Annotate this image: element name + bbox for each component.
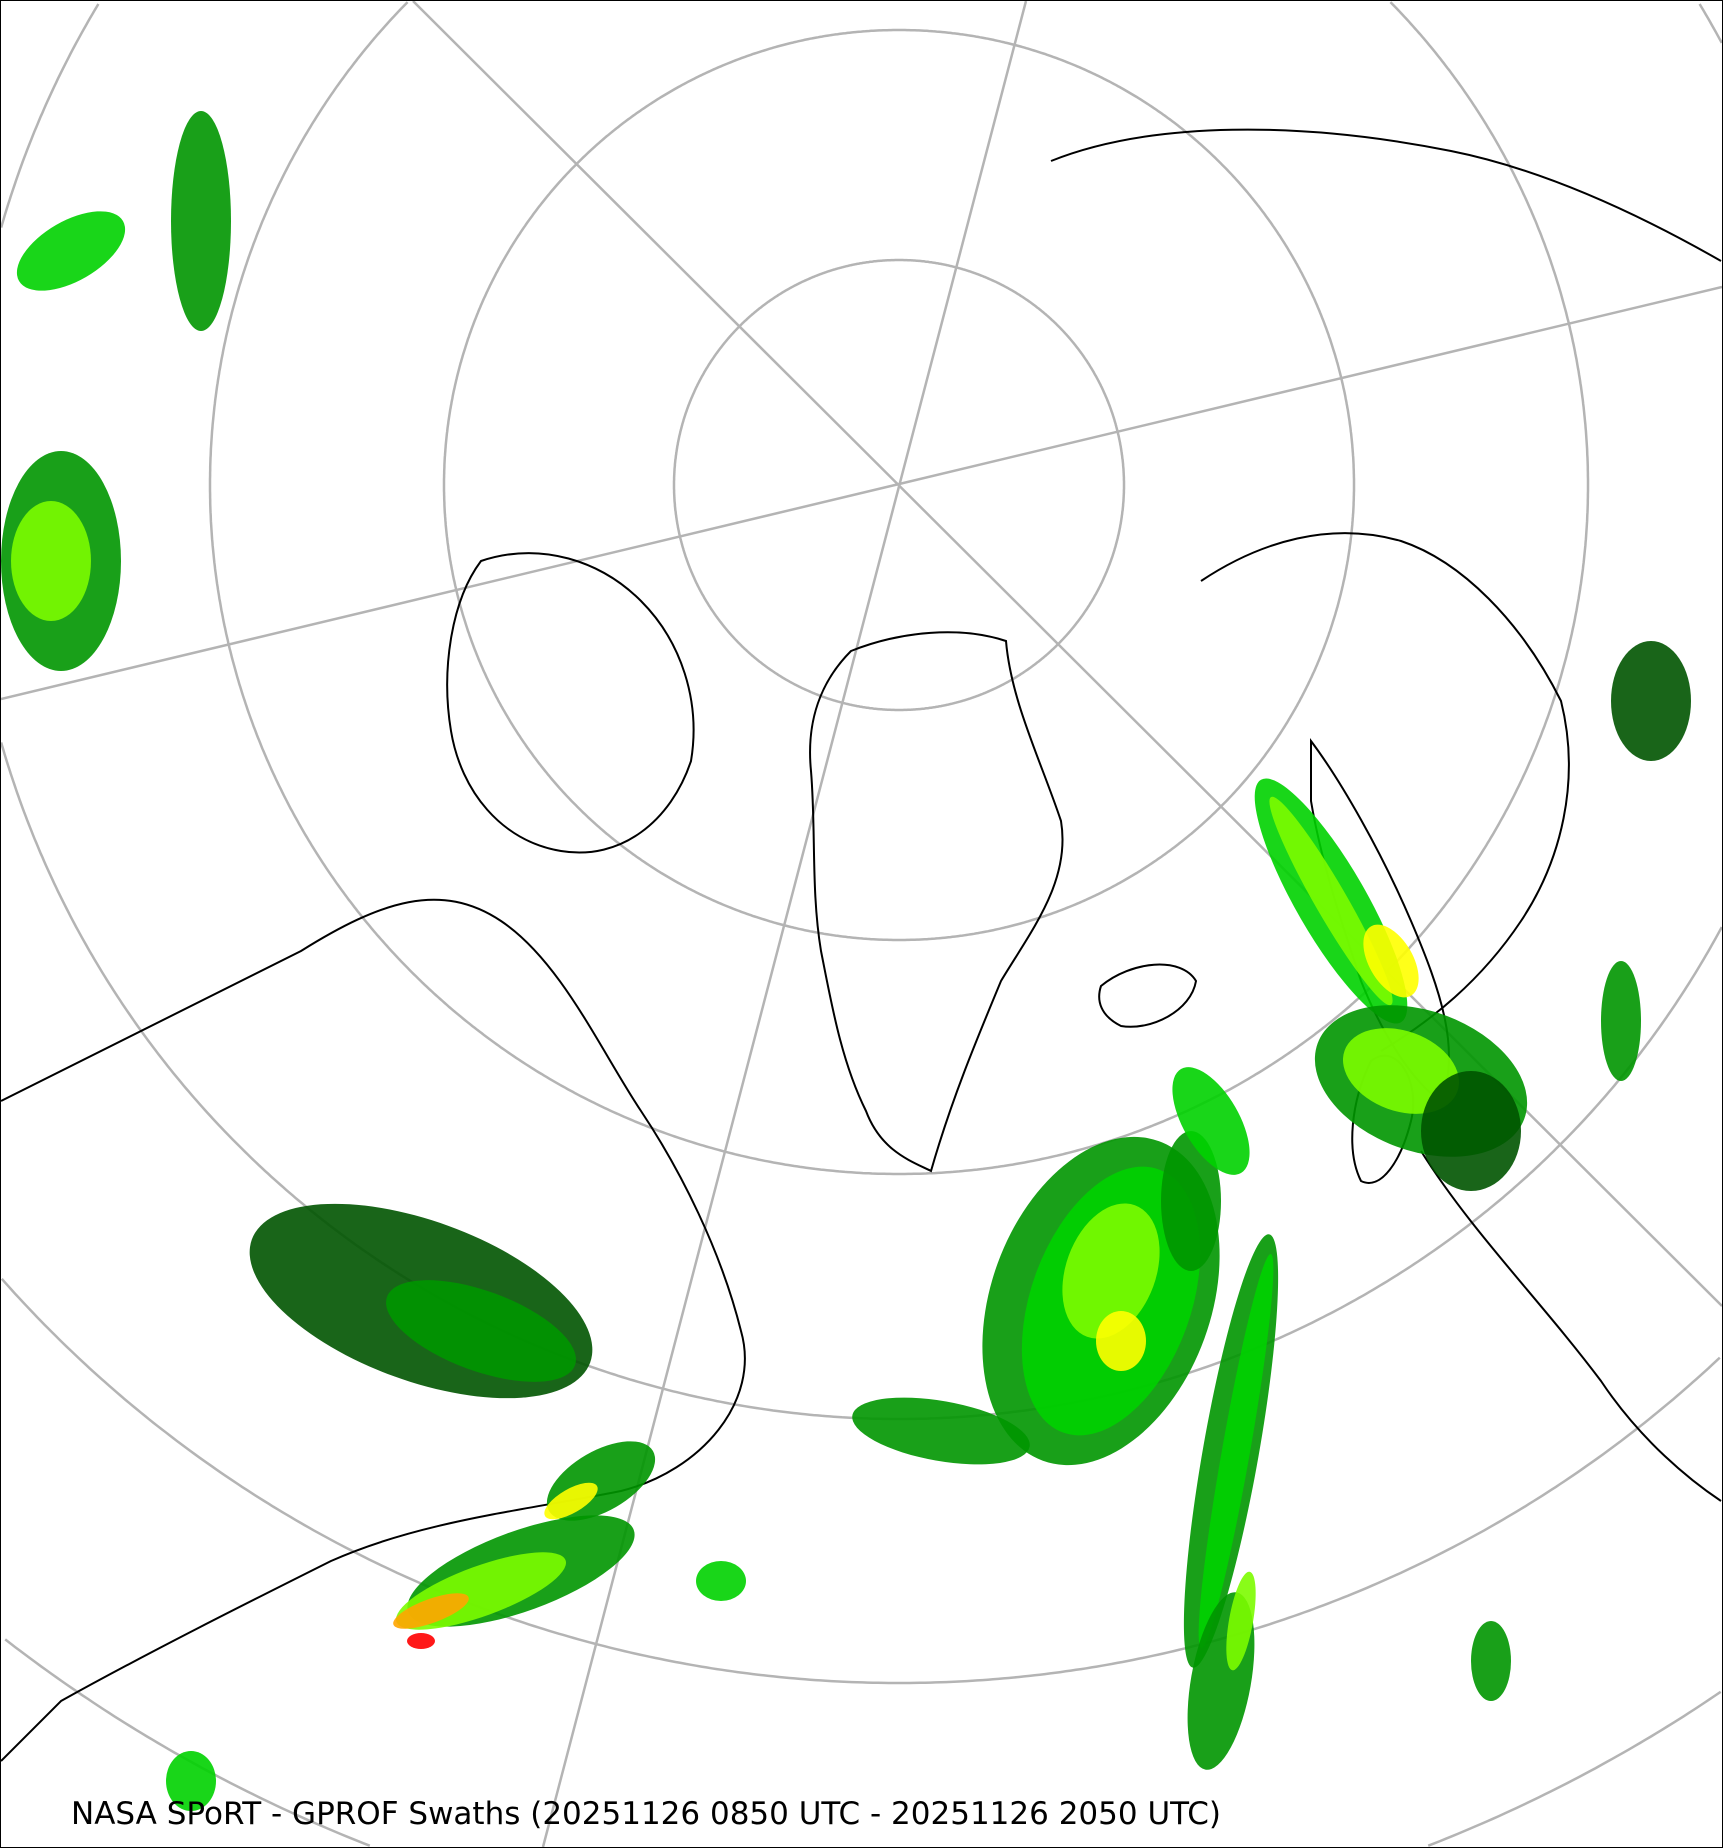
precip-cell — [393, 1593, 469, 1629]
precip-cell — [1363, 924, 1419, 998]
precip-cell — [166, 1751, 216, 1811]
meridian-line — [1, 285, 1722, 701]
latitude-circle — [442, 28, 1356, 942]
north-america-outline — [1, 898, 746, 1762]
meridian-line — [541, 1, 1028, 1847]
precip-cell — [1062, 1203, 1160, 1339]
latitude-circle — [1, 1277, 1721, 1685]
precip-cell — [1421, 1071, 1521, 1191]
precip-cell — [11, 501, 91, 621]
precip-cell — [386, 1280, 576, 1382]
precip-cell — [544, 1482, 598, 1520]
precip-cell — [1226, 1571, 1256, 1671]
latitude-circle — [208, 1, 1590, 1176]
precip-cell — [1601, 961, 1641, 1081]
coastlines — [1, 128, 1722, 1762]
precip-cell — [852, 1397, 1030, 1465]
precipitation-swaths — [1, 111, 1691, 1811]
precip-cell — [1198, 1254, 1274, 1648]
precip-cell — [1269, 796, 1393, 1006]
precip-cell — [696, 1561, 746, 1601]
precip-cell — [407, 1633, 435, 1649]
precip-cell — [171, 111, 231, 331]
precip-cell — [1096, 1311, 1146, 1371]
precip-cell — [1161, 1131, 1221, 1271]
eurasia-outline — [1050, 128, 1722, 1502]
precip-cell — [16, 211, 126, 291]
precip-cell — [1172, 1067, 1250, 1175]
precip-cell — [1611, 641, 1691, 761]
latitude-circle — [1, 3, 1722, 1421]
iceland-outline — [1098, 963, 1198, 1028]
precip-cell — [1471, 1621, 1511, 1701]
precip-cell — [1342, 1028, 1460, 1114]
arctic-archipelago-outline — [446, 552, 695, 854]
map-caption: NASA SPoRT - GPROF Swaths (20251126 0850… — [71, 1796, 1221, 1832]
greenland-outline — [809, 631, 1064, 1173]
